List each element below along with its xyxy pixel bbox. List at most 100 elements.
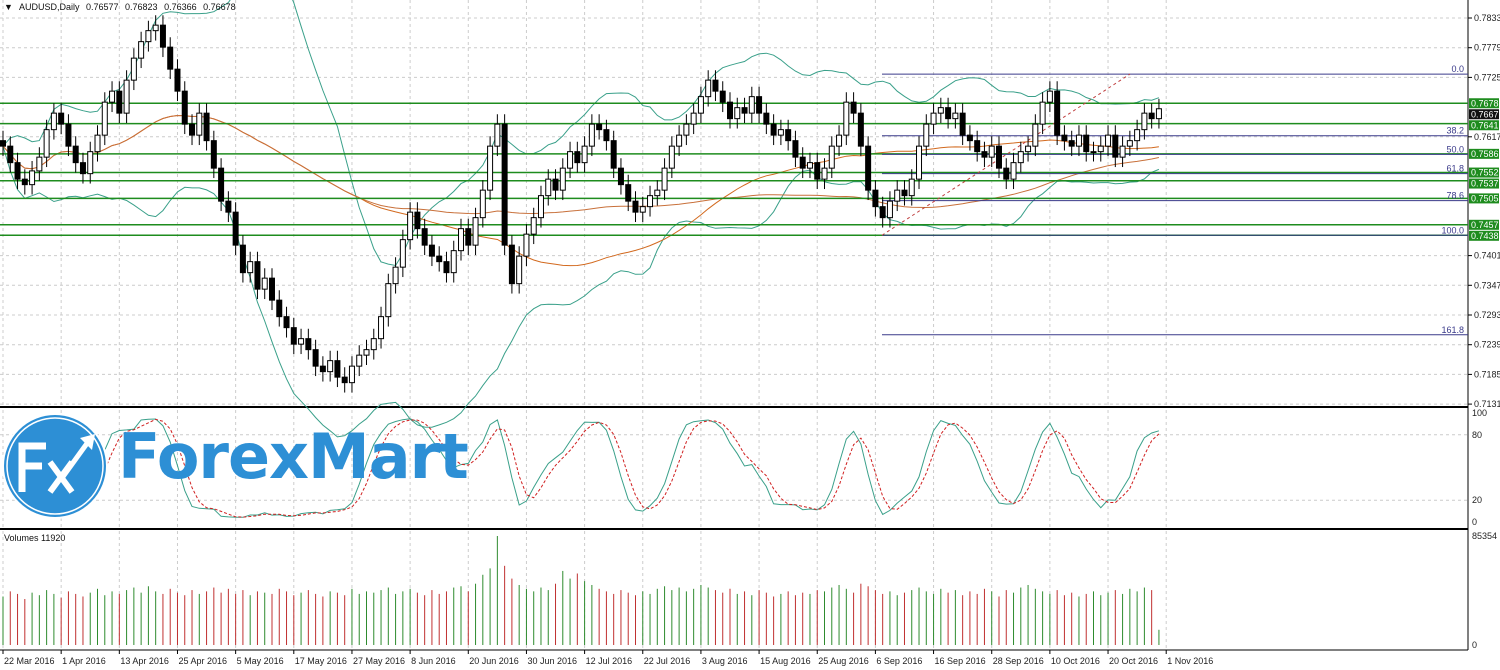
candle-body [43, 129, 50, 158]
moving-average-slow [2, 114, 1160, 215]
candle-body [189, 123, 196, 136]
candle-body [378, 316, 385, 340]
date-tick-label: 13 Apr 2016 [120, 656, 169, 666]
candle-body [472, 217, 479, 246]
candle-body [872, 189, 879, 208]
current-price-label: 0.7667 [1471, 109, 1499, 119]
volume-label: Volumes 11920 [4, 533, 66, 543]
candle-body [1119, 145, 1126, 158]
date-tick-label: 22 Jul 2016 [644, 656, 691, 666]
level-price-badge [1469, 167, 1499, 178]
candle-body [101, 101, 108, 136]
candle-body [1155, 108, 1162, 120]
candle-body [792, 140, 799, 158]
candle-body [1090, 151, 1097, 154]
candle-body [487, 145, 494, 191]
candle-body [930, 112, 937, 125]
price-tick-label: 0.7833 [1474, 13, 1500, 23]
fibonacci-level-label: 78.6 [1446, 191, 1464, 201]
candle-body [610, 140, 617, 169]
candle-body [763, 112, 770, 125]
date-tick-label: 28 Sep 2016 [993, 656, 1044, 666]
candle-body [123, 79, 130, 114]
level-price-label: 0.7641 [1471, 120, 1499, 130]
date-tick-label: 27 May 2016 [353, 656, 405, 666]
symbol-label: AUDUSD,Daily [18, 2, 80, 12]
price-tick-label: 0.7347 [1474, 280, 1500, 290]
candle-body [879, 206, 886, 219]
candle-body [152, 24, 159, 32]
candle-body [370, 338, 377, 351]
candle-body [545, 178, 552, 197]
candle-body [465, 228, 472, 246]
level-price-label: 0.7586 [1471, 149, 1499, 159]
candle-body [1061, 134, 1068, 142]
candle-body [79, 162, 86, 175]
candle-body [1039, 101, 1046, 125]
candle-body [697, 96, 704, 114]
candle-body [516, 255, 523, 285]
low-value: 0.76366 [164, 2, 197, 12]
stochastic-main-line [2, 418, 1160, 518]
candle-body [908, 178, 915, 197]
candle-body [537, 195, 544, 219]
candle-body [1054, 90, 1061, 136]
stochastic-signal-line [2, 418, 1160, 518]
date-tick-label: 25 Apr 2016 [178, 656, 227, 666]
candle-body [1141, 112, 1148, 131]
candle-body [225, 200, 232, 213]
candle-body [0, 140, 6, 147]
candle-body [443, 261, 450, 274]
logo-text: ForexMart [118, 420, 469, 493]
candle-body [1025, 145, 1032, 153]
candle-body [196, 112, 203, 136]
candle-body [523, 233, 530, 257]
candle-body [588, 123, 595, 147]
candle-body [1003, 167, 1010, 180]
level-price-label: 0.7505 [1471, 193, 1499, 203]
candle-body [952, 112, 959, 120]
candle-body [850, 101, 857, 114]
candle-body [167, 46, 174, 70]
candle-body [218, 167, 225, 202]
fibonacci-level-label: 0.0 [1451, 64, 1464, 74]
date-tick-label: 20 Oct 2016 [1109, 656, 1158, 666]
candle-body [479, 189, 486, 219]
candle-body [886, 200, 893, 219]
triangle-down-icon[interactable]: ▼ [4, 2, 13, 12]
candle-body [966, 134, 973, 142]
candle-body [138, 41, 145, 59]
candle-body [995, 145, 1002, 169]
candle-body [450, 250, 457, 274]
chart-header: ▼ AUDUSD,Daily 0.76577 0.76823 0.76366 0… [4, 2, 240, 12]
candle-body [727, 101, 733, 120]
level-price-label: 0.7678 [1471, 98, 1499, 108]
date-tick-label: 16 Sep 2016 [935, 656, 986, 666]
price-tick-label: 0.7293 [1474, 310, 1500, 320]
candle-body [596, 123, 603, 131]
fibonacci-level-label: 50.0 [1446, 144, 1464, 154]
candle-body [210, 140, 217, 169]
candle-body [916, 145, 923, 180]
candle-body [1105, 134, 1112, 147]
candle-body [36, 156, 43, 172]
candle-body [603, 129, 610, 142]
candle-body [312, 349, 319, 367]
candle-body [806, 162, 813, 169]
level-price-label: 0.7438 [1471, 231, 1499, 241]
high-value: 0.76823 [125, 2, 158, 12]
candle-body [828, 145, 835, 169]
candle-body [988, 145, 995, 158]
candle-body [319, 365, 326, 373]
candle-body [145, 30, 152, 43]
candle-body [639, 206, 646, 213]
candle-body [668, 145, 675, 169]
date-tick-label: 3 Aug 2016 [702, 656, 748, 666]
candle-body [392, 266, 399, 285]
candle-body [1097, 145, 1104, 153]
candle-body [654, 189, 661, 197]
candle-body [923, 123, 930, 147]
level-price-badge [1469, 98, 1499, 109]
